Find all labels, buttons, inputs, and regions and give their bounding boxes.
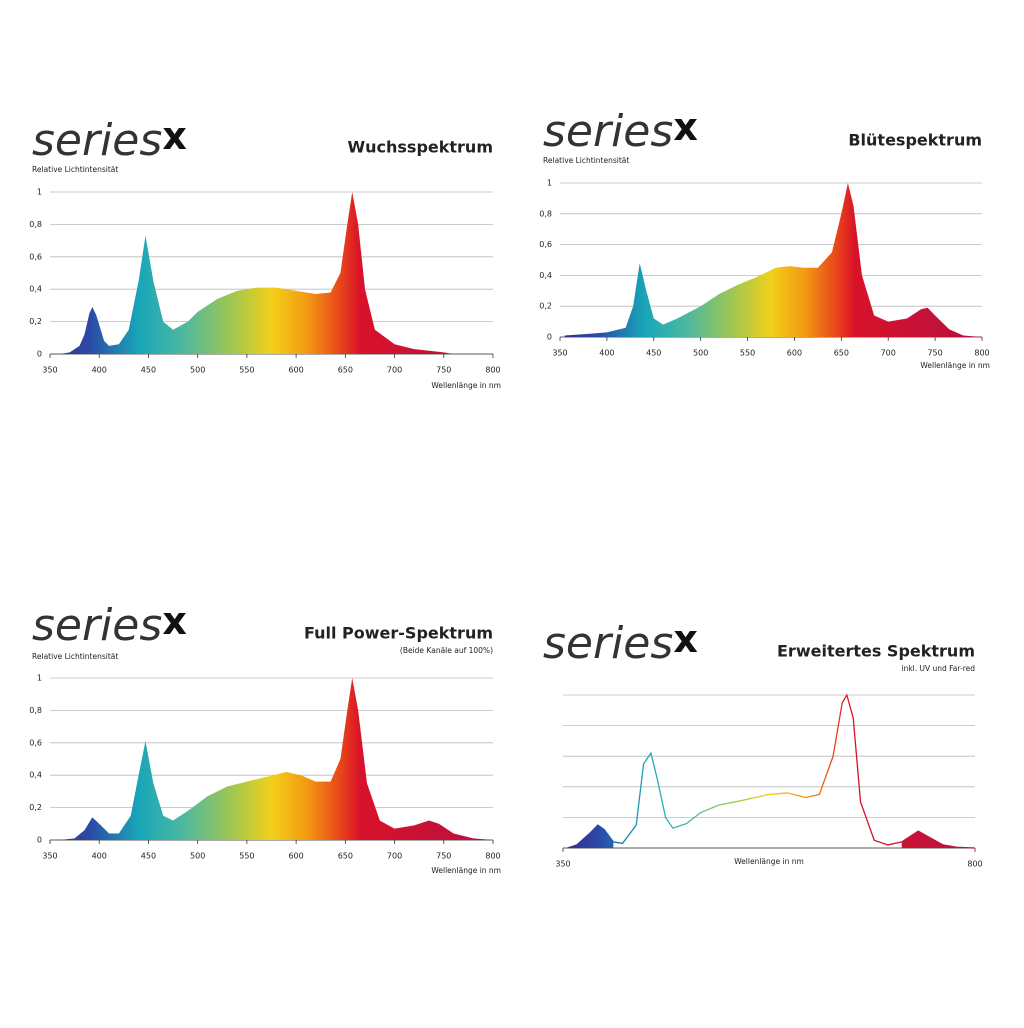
x-tick-label: 350 <box>555 860 570 869</box>
x-tick-label: 500 <box>190 852 205 861</box>
x-tick-label: 800 <box>974 349 989 358</box>
spectrum-line <box>567 693 976 849</box>
x-tick-label: 400 <box>599 349 614 358</box>
brand-mark: x <box>673 617 698 661</box>
y-tick-label: 0,8 <box>539 209 552 218</box>
brand-logo: seriesx <box>543 617 698 669</box>
x-axis-label: Wellenlänge in nm <box>734 857 804 866</box>
x-tick-label: 600 <box>288 366 303 375</box>
y-tick-label: 0,6 <box>29 738 42 747</box>
x-tick-label: 400 <box>92 366 107 375</box>
x-tick-label: 750 <box>436 366 451 375</box>
x-axis-label: Wellenlänge in nm <box>920 361 990 370</box>
brand-logo: seriesx <box>543 105 698 157</box>
x-tick-label: 500 <box>693 349 708 358</box>
x-tick-label: 450 <box>141 852 156 861</box>
y-tick-label: 1 <box>37 188 42 197</box>
y-tick-label: 0,4 <box>539 271 552 280</box>
y-axis-label: Relative Lichtintensität <box>32 652 118 661</box>
x-tick-label: 650 <box>338 366 353 375</box>
y-tick-label: 0 <box>37 350 42 359</box>
x-tick-label: 350 <box>42 366 57 375</box>
x-tick-label: 550 <box>740 349 755 358</box>
spectrum-area <box>59 192 454 354</box>
y-tick-label: 0,6 <box>29 252 42 261</box>
y-axis-label: Relative Lichtintensität <box>32 165 118 174</box>
x-tick-label: 350 <box>552 349 567 358</box>
chart-title: Blütespektrum <box>848 131 982 150</box>
x-tick-label: 700 <box>881 349 896 358</box>
uv-fill <box>567 825 614 848</box>
x-tick-label: 700 <box>387 366 402 375</box>
y-tick-label: 1 <box>37 674 42 683</box>
x-axis-label: Wellenlänge in nm <box>431 866 501 875</box>
x-tick-label: 800 <box>485 852 500 861</box>
y-tick-label: 0 <box>547 333 552 342</box>
x-tick-label: 600 <box>787 349 802 358</box>
x-tick-label: 750 <box>436 852 451 861</box>
chart-subtitle: inkl. UV und Far-red <box>901 664 975 673</box>
chart-title: Wuchsspektrum <box>347 138 493 157</box>
brand-mark: x <box>162 599 187 643</box>
x-tick-label: 450 <box>646 349 661 358</box>
x-axis-label: Wellenlänge in nm <box>431 381 501 390</box>
y-tick-label: 0,2 <box>29 317 42 326</box>
far-red-fill <box>901 831 975 848</box>
brand-logo: seriesx <box>32 114 187 166</box>
x-tick-label: 350 <box>42 852 57 861</box>
y-tick-label: 1 <box>547 179 552 188</box>
x-tick-label: 450 <box>141 366 156 375</box>
spectrum-area <box>564 183 982 337</box>
brand-mark: x <box>673 105 698 149</box>
x-tick-label: 600 <box>288 852 303 861</box>
x-tick-label: 700 <box>387 852 402 861</box>
x-tick-label: 800 <box>967 860 982 869</box>
brand-text: series <box>543 618 673 669</box>
x-tick-label: 550 <box>239 366 254 375</box>
brand-text: series <box>32 600 162 651</box>
x-tick-label: 550 <box>239 852 254 861</box>
spectrum-area <box>59 678 493 840</box>
y-tick-label: 0,8 <box>29 706 42 715</box>
y-tick-label: 0,4 <box>29 771 42 780</box>
y-axis-label: Relative Lichtintensität <box>543 156 629 165</box>
x-tick-label: 650 <box>834 349 849 358</box>
chart-subtitle: (Beide Kanäle auf 100%) <box>400 646 493 655</box>
y-tick-label: 0,4 <box>29 285 42 294</box>
y-tick-label: 0,8 <box>29 220 42 229</box>
y-tick-label: 0 <box>37 836 42 845</box>
x-tick-label: 650 <box>338 852 353 861</box>
chart-title: Full Power-Spektrum <box>304 624 493 643</box>
x-tick-label: 400 <box>92 852 107 861</box>
y-tick-label: 0,2 <box>29 803 42 812</box>
brand-text: series <box>543 106 673 157</box>
x-tick-label: 750 <box>927 349 942 358</box>
brand-text: series <box>32 115 162 166</box>
brand-logo: seriesx <box>32 599 187 651</box>
y-tick-label: 0,2 <box>539 302 552 311</box>
x-tick-label: 500 <box>190 366 205 375</box>
x-tick-label: 800 <box>485 366 500 375</box>
chart-title: Erweitertes Spektrum <box>777 642 975 661</box>
y-tick-label: 0,6 <box>539 240 552 249</box>
brand-mark: x <box>162 114 187 158</box>
